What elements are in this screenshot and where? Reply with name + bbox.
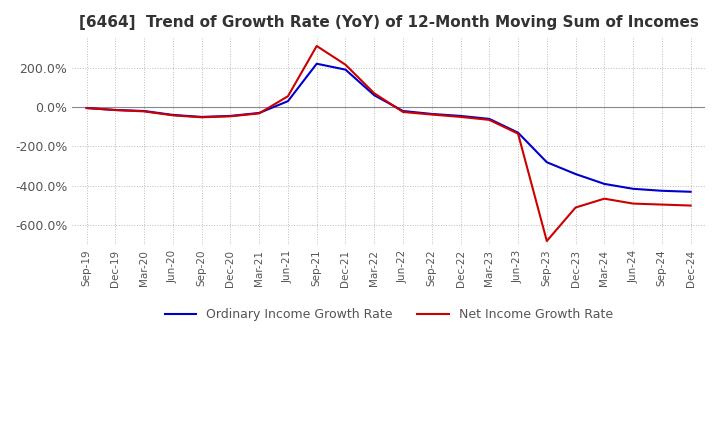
Net Income Growth Rate	[657, 202, 666, 207]
Ordinary Income Growth Rate	[370, 92, 379, 98]
Ordinary Income Growth Rate	[629, 186, 637, 191]
Ordinary Income Growth Rate	[140, 108, 148, 114]
Ordinary Income Growth Rate	[341, 67, 350, 72]
Net Income Growth Rate	[629, 201, 637, 206]
Legend: Ordinary Income Growth Rate, Net Income Growth Rate: Ordinary Income Growth Rate, Net Income …	[160, 303, 618, 326]
Net Income Growth Rate	[111, 107, 120, 113]
Ordinary Income Growth Rate	[686, 189, 695, 194]
Ordinary Income Growth Rate	[312, 61, 321, 66]
Net Income Growth Rate	[82, 106, 91, 111]
Net Income Growth Rate	[197, 115, 206, 120]
Net Income Growth Rate	[686, 203, 695, 208]
Ordinary Income Growth Rate	[111, 107, 120, 113]
Net Income Growth Rate	[168, 113, 177, 118]
Ordinary Income Growth Rate	[456, 113, 465, 118]
Ordinary Income Growth Rate	[399, 108, 408, 114]
Ordinary Income Growth Rate	[657, 188, 666, 194]
Net Income Growth Rate	[341, 62, 350, 67]
Net Income Growth Rate	[600, 196, 608, 202]
Net Income Growth Rate	[514, 131, 523, 136]
Net Income Growth Rate	[312, 44, 321, 49]
Ordinary Income Growth Rate	[571, 172, 580, 177]
Ordinary Income Growth Rate	[542, 160, 551, 165]
Net Income Growth Rate	[542, 238, 551, 244]
Net Income Growth Rate	[485, 117, 494, 122]
Ordinary Income Growth Rate	[428, 111, 436, 117]
Line: Net Income Growth Rate: Net Income Growth Rate	[86, 46, 690, 241]
Ordinary Income Growth Rate	[82, 106, 91, 111]
Ordinary Income Growth Rate	[284, 99, 292, 104]
Net Income Growth Rate	[255, 111, 264, 116]
Net Income Growth Rate	[399, 110, 408, 115]
Net Income Growth Rate	[428, 112, 436, 117]
Net Income Growth Rate	[456, 114, 465, 120]
Ordinary Income Growth Rate	[168, 112, 177, 117]
Ordinary Income Growth Rate	[514, 130, 523, 136]
Net Income Growth Rate	[284, 94, 292, 99]
Ordinary Income Growth Rate	[485, 116, 494, 121]
Title: [6464]  Trend of Growth Rate (YoY) of 12-Month Moving Sum of Incomes: [6464] Trend of Growth Rate (YoY) of 12-…	[78, 15, 698, 30]
Ordinary Income Growth Rate	[255, 110, 264, 116]
Net Income Growth Rate	[226, 114, 235, 119]
Ordinary Income Growth Rate	[226, 113, 235, 118]
Net Income Growth Rate	[140, 109, 148, 114]
Net Income Growth Rate	[370, 91, 379, 96]
Ordinary Income Growth Rate	[600, 181, 608, 187]
Ordinary Income Growth Rate	[197, 114, 206, 120]
Line: Ordinary Income Growth Rate: Ordinary Income Growth Rate	[86, 64, 690, 192]
Net Income Growth Rate	[571, 205, 580, 210]
